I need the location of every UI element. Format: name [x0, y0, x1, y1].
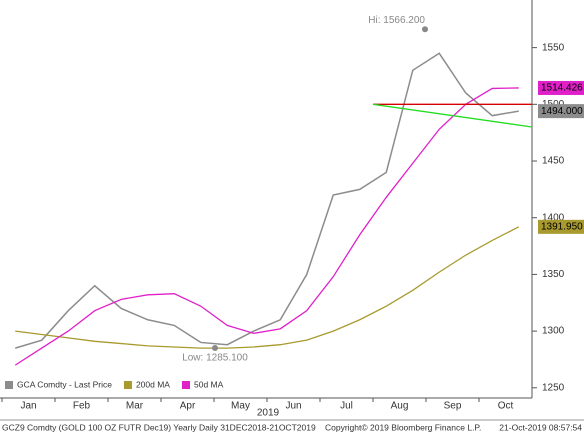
legend-swatch [5, 381, 13, 389]
y-tick-label: 1350 [542, 269, 565, 280]
y-tick-label: 1250 [542, 382, 565, 393]
x-tick-label: Apr [180, 401, 196, 412]
x-tick-label: Sep [444, 401, 462, 412]
x-tick-label: May [231, 401, 250, 412]
y-tick-label: 1450 [542, 156, 565, 167]
annotation-dot [422, 26, 428, 33]
x-tick-label: Mar [126, 401, 144, 412]
y-tick-label: 1400 [542, 212, 565, 223]
x-tick-label: Jun [285, 401, 301, 412]
legend-label: 200d MA [136, 379, 170, 389]
x-tick-label: Jul [340, 401, 353, 412]
last-value-box [538, 104, 584, 119]
last-value-box [538, 219, 584, 234]
legend-swatch [123, 381, 132, 389]
copyright: Copyright© 2019 Bloomberg Finance L.P. [325, 422, 481, 432]
last-value-box [538, 80, 584, 95]
series-line [14, 87, 519, 366]
x-tick-label: Jan [20, 401, 36, 412]
timestamp: 21-Oct-2019 08:57:54 [499, 422, 582, 432]
series-line [15, 226, 520, 349]
legend-label: GCA Comdty - Last Price [17, 379, 112, 389]
last-value-label: 1391.950 [541, 221, 583, 232]
footer: GCZ9 Comdty (GOLD 100 OZ FUTR Dec19) Yea… [2, 422, 316, 432]
series-line [15, 52, 519, 349]
legend-label: 50d MA [194, 379, 224, 389]
last-value-label: 1494.000 [541, 106, 583, 117]
y-tick-label: 1550 [542, 42, 565, 53]
x-tick-label: Oct [498, 401, 514, 412]
trendline [372, 103, 533, 128]
annotation-label: Hi: 1566.200 [368, 15, 425, 26]
year-label: 2019 [257, 408, 280, 419]
y-tick-label: 1300 [542, 326, 565, 337]
x-tick-label: Feb [73, 401, 91, 412]
annotation-label: Low: 1285.100 [182, 353, 248, 364]
annotation-dot [212, 344, 218, 351]
last-value-label: 1514.426 [541, 83, 583, 94]
x-tick-label: Aug [391, 401, 409, 412]
legend-swatch [181, 381, 190, 389]
